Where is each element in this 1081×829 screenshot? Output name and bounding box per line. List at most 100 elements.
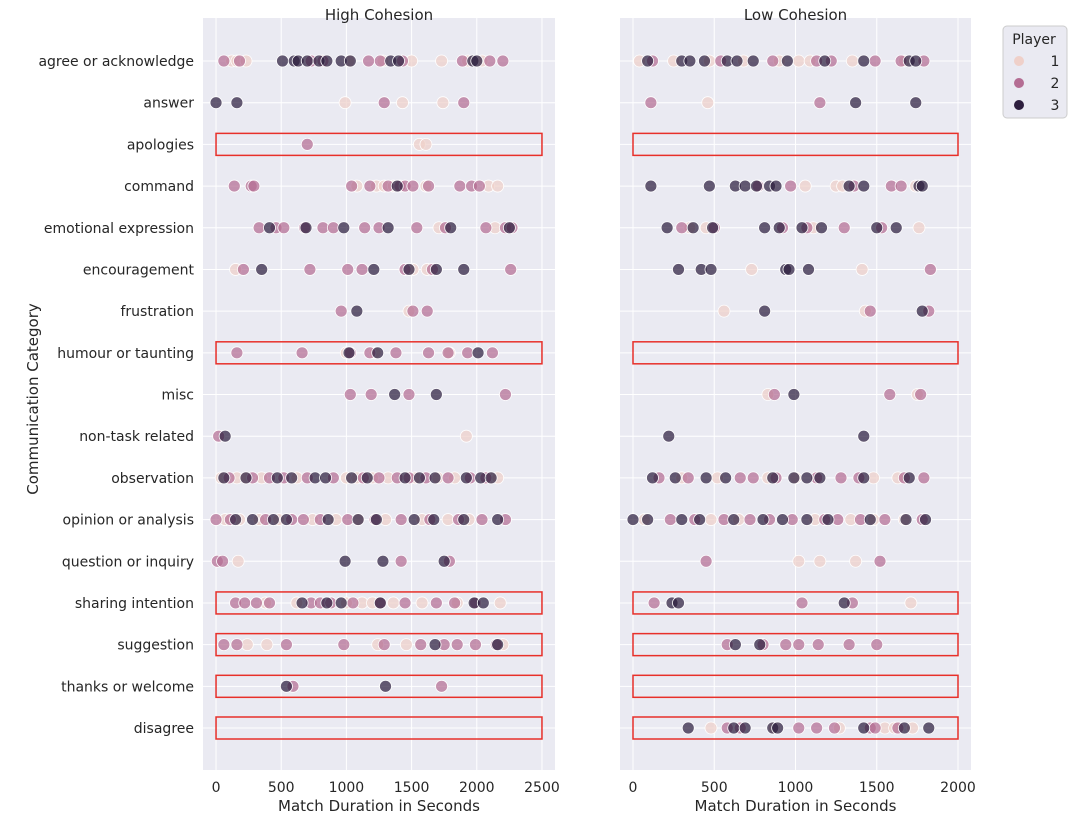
- highlight-box-humour-or-taunting: [632, 341, 959, 365]
- point-player-3: [889, 221, 903, 235]
- point-player-3: [771, 721, 785, 735]
- point-player-2: [894, 179, 908, 193]
- point-player-2: [435, 679, 448, 693]
- point-player-1: [904, 596, 918, 610]
- highlight-box-disagree: [215, 716, 543, 740]
- y-tick-label: question or inquiry: [62, 554, 194, 570]
- point-player-3: [626, 513, 640, 526]
- point-player-3: [693, 513, 707, 526]
- y-tick-label: emotional expression: [44, 221, 194, 237]
- point-player-3: [728, 638, 742, 652]
- point-player-2: [914, 388, 928, 401]
- point-player-2: [878, 513, 892, 526]
- point-player-2: [746, 471, 760, 485]
- point-player-3: [849, 96, 863, 110]
- x-tick-label: 0: [212, 780, 221, 796]
- panel-title: High Cohesion: [325, 6, 433, 24]
- point-player-1: [845, 54, 859, 68]
- point-player-1: [435, 54, 448, 68]
- point-player-3: [491, 638, 505, 652]
- point-player-1: [745, 263, 759, 276]
- point-player-3: [787, 471, 801, 485]
- highlight-box-thanks-or-welcome: [632, 674, 959, 699]
- point-player-2: [873, 554, 887, 568]
- point-player-2: [237, 263, 250, 276]
- point-player-2: [828, 721, 841, 735]
- point-player-3: [780, 54, 794, 68]
- point-player-2: [475, 513, 489, 526]
- point-player-2: [394, 513, 408, 526]
- point-player-2: [883, 388, 897, 401]
- point-player-3: [644, 179, 658, 193]
- point-player-2: [681, 471, 695, 485]
- point-player-2: [675, 221, 689, 235]
- point-player-3: [702, 179, 716, 193]
- x-tick-label: 500: [268, 780, 295, 796]
- point-player-2: [486, 346, 499, 360]
- point-player-3: [706, 221, 720, 235]
- highlight-box-apologies: [215, 132, 543, 157]
- point-player-3: [698, 54, 711, 68]
- panel-high-cohesion: 0 500 1000 1500 2000 2500 High Cohesion Match D…: [203, 6, 560, 815]
- point-player-3: [795, 221, 809, 235]
- point-player-1: [491, 179, 505, 193]
- point-player-2: [230, 638, 244, 652]
- point-player-3: [837, 596, 851, 610]
- point-player-2: [699, 554, 713, 568]
- point-player-3: [413, 471, 426, 485]
- legend-title: Player: [1012, 32, 1056, 48]
- point-player-1: [396, 96, 409, 110]
- point-player-1: [493, 596, 507, 610]
- point-player-1: [849, 554, 863, 568]
- point-player-3: [280, 679, 293, 693]
- point-player-2: [394, 554, 408, 568]
- point-player-2: [810, 721, 824, 735]
- point-player-3: [818, 54, 832, 68]
- point-player-3: [470, 54, 484, 68]
- point-player-2: [250, 596, 263, 610]
- point-player-2: [792, 638, 806, 652]
- point-player-3: [699, 471, 713, 485]
- y-tick-label: disagree: [134, 721, 194, 737]
- point-player-2: [406, 304, 420, 318]
- point-player-1: [855, 263, 869, 276]
- point-player-1: [459, 429, 473, 443]
- y-tick-label: agree or acknowledge: [38, 54, 194, 70]
- point-player-2: [448, 596, 462, 610]
- point-player-3: [800, 471, 814, 485]
- x-tick-label: 2000: [459, 780, 495, 796]
- point-player-3: [429, 263, 443, 276]
- point-player-2: [263, 596, 276, 610]
- point-player-3: [484, 471, 498, 485]
- point-player-3: [641, 54, 655, 68]
- point-player-3: [457, 263, 471, 276]
- point-player-3: [857, 54, 871, 68]
- point-player-3: [502, 221, 516, 235]
- point-player-2: [834, 471, 848, 485]
- x-tick-label: 1000: [778, 780, 814, 796]
- point-player-2: [813, 96, 827, 110]
- point-player-3: [321, 513, 335, 526]
- legend-box: [1002, 25, 1068, 119]
- y-axis-label: Communication Category: [24, 303, 42, 495]
- highlight-box-suggestion: [215, 632, 543, 657]
- highlight-box-suggestion: [632, 632, 959, 657]
- point-player-3: [491, 513, 505, 526]
- point-player-2: [450, 638, 464, 652]
- point-player-3: [776, 513, 789, 526]
- point-player-1: [415, 596, 429, 610]
- point-player-3: [343, 54, 357, 68]
- point-player-1: [338, 96, 352, 110]
- point-player-3: [320, 596, 334, 610]
- highlight-box-humour-or-taunting: [215, 341, 543, 365]
- point-player-2: [362, 54, 375, 68]
- point-player-3: [766, 471, 780, 485]
- point-player-1: [436, 96, 450, 110]
- point-player-3: [457, 513, 471, 526]
- point-player-3: [897, 721, 911, 735]
- point-player-3: [813, 471, 827, 485]
- point-player-3: [683, 54, 697, 68]
- point-player-2: [303, 263, 317, 276]
- point-player-3: [857, 179, 871, 193]
- point-player-2: [280, 638, 293, 652]
